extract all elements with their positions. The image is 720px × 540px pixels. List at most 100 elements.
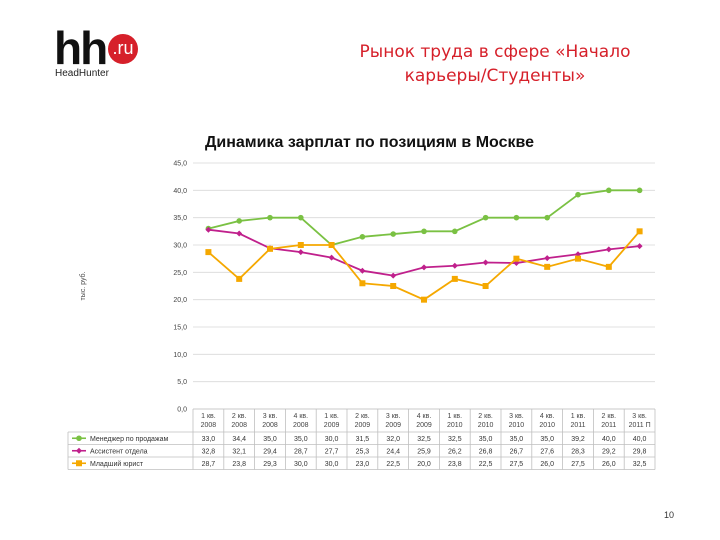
y-tick-label: 0,0 [177,407,187,414]
x-tick-label: 3 кв. [509,413,524,420]
data-point [236,218,242,224]
data-point [605,263,612,270]
table-value: 30,0 [294,461,308,468]
data-point [328,242,335,248]
data-point [451,275,458,282]
data-point [482,283,489,289]
table-value: 22,5 [479,461,493,468]
x-tick-label: 2008 [231,422,247,429]
data-point [451,262,458,269]
y-tick-label: 15,0 [173,325,187,332]
table-value: 28,3 [571,448,585,455]
table-value: 30,0 [325,436,339,443]
table-value: 35,0 [510,436,524,443]
table-value: 27,5 [571,461,585,468]
legend-label: Менеджер по продажам [90,436,169,443]
data-point [205,226,212,233]
data-point [513,214,520,221]
table-value: 32,5 [417,436,431,443]
data-point [575,191,581,198]
table-value: 40,0 [602,436,616,443]
table-value: 26,7 [510,448,524,455]
table-value: 31,5 [356,436,370,443]
legend-label: Ассистент отдела [90,448,148,455]
data-point [421,264,427,271]
data-point [575,255,581,262]
table-value: 35,0 [263,436,277,443]
data-point [482,259,489,266]
data-point [452,228,458,235]
table-value: 32,5 [448,436,462,443]
y-tick-label: 30,0 [173,243,187,250]
data-point [636,187,643,194]
table-value: 26,8 [479,448,493,455]
table-value: 24,4 [386,448,400,455]
table-value: 28,7 [202,461,216,468]
data-point [421,228,427,235]
table-value: 35,0 [540,436,554,443]
logo-hh-text: hh [54,22,108,74]
y-tick-label: 35,0 [173,215,187,222]
data-point [267,245,273,252]
table-value: 23,8 [448,461,462,468]
table-value: 39,2 [571,436,585,443]
x-tick-label: 2 кв. [602,413,617,420]
data-point [636,243,643,250]
legend-marker [76,460,82,467]
table-value: 26,0 [540,461,554,468]
table-value: 23,0 [356,461,370,468]
table-value: 25,9 [417,448,431,455]
x-tick-label: 1 кв. [448,413,463,420]
table-value: 23,8 [232,461,246,468]
table-value: 32,8 [202,448,216,455]
table-value: 29,8 [633,448,647,455]
table-value: 29,2 [602,448,616,455]
headhunter-logo: hh .ru HeadHunter [54,24,146,82]
data-point [390,283,397,289]
table-value: 35,0 [294,436,308,443]
data-point [236,275,243,282]
legend-marker [76,447,82,454]
table-value: 35,0 [479,436,493,443]
data-point [544,255,551,262]
slide-title: Рынок труда в сфере «Начало карьеры/Студ… [359,42,631,86]
x-tick-label: 2010 [478,422,494,429]
table-value: 29,4 [263,448,277,455]
data-point [482,214,489,221]
data-point [359,234,366,240]
table-value: 27,7 [325,448,339,455]
data-point [513,255,520,262]
table-value: 32,0 [386,436,400,443]
table-value: 25,3 [356,448,370,455]
x-tick-label: 2008 [293,422,309,429]
x-tick-label: 3 кв. [386,413,401,420]
data-point [297,249,304,256]
x-tick-label: 2010 [447,422,463,429]
x-tick-label: 2011 П [629,422,651,429]
x-tick-label: 4 кв. [417,413,432,420]
data-point [359,267,366,274]
x-tick-label: 2009 [355,422,371,429]
data-point [605,246,612,253]
x-tick-label: 2009 [324,422,340,429]
table-value: 33,0 [202,436,216,443]
x-tick-label: 2011 [570,422,585,429]
y-tick-label: 40,0 [173,188,187,195]
y-tick-label: 20,0 [173,297,187,304]
logo-subtitle: HeadHunter [55,68,109,79]
data-point [236,230,243,237]
x-tick-label: 4 кв. [294,413,309,420]
y-tick-label: 5,0 [177,379,187,386]
chart-title: Динамика зарплат по позициям в Москве [205,134,535,151]
data-point [328,254,335,261]
x-tick-label: 1 кв. [571,413,586,420]
data-point [544,263,551,270]
data-point [390,272,397,279]
table-value: 27,5 [510,461,524,468]
data-point [297,242,304,248]
x-tick-label: 4 кв. [540,413,555,420]
page-number: 10 [664,510,675,520]
y-tick-label: 25,0 [173,270,187,277]
table-value: 26,2 [448,448,462,455]
